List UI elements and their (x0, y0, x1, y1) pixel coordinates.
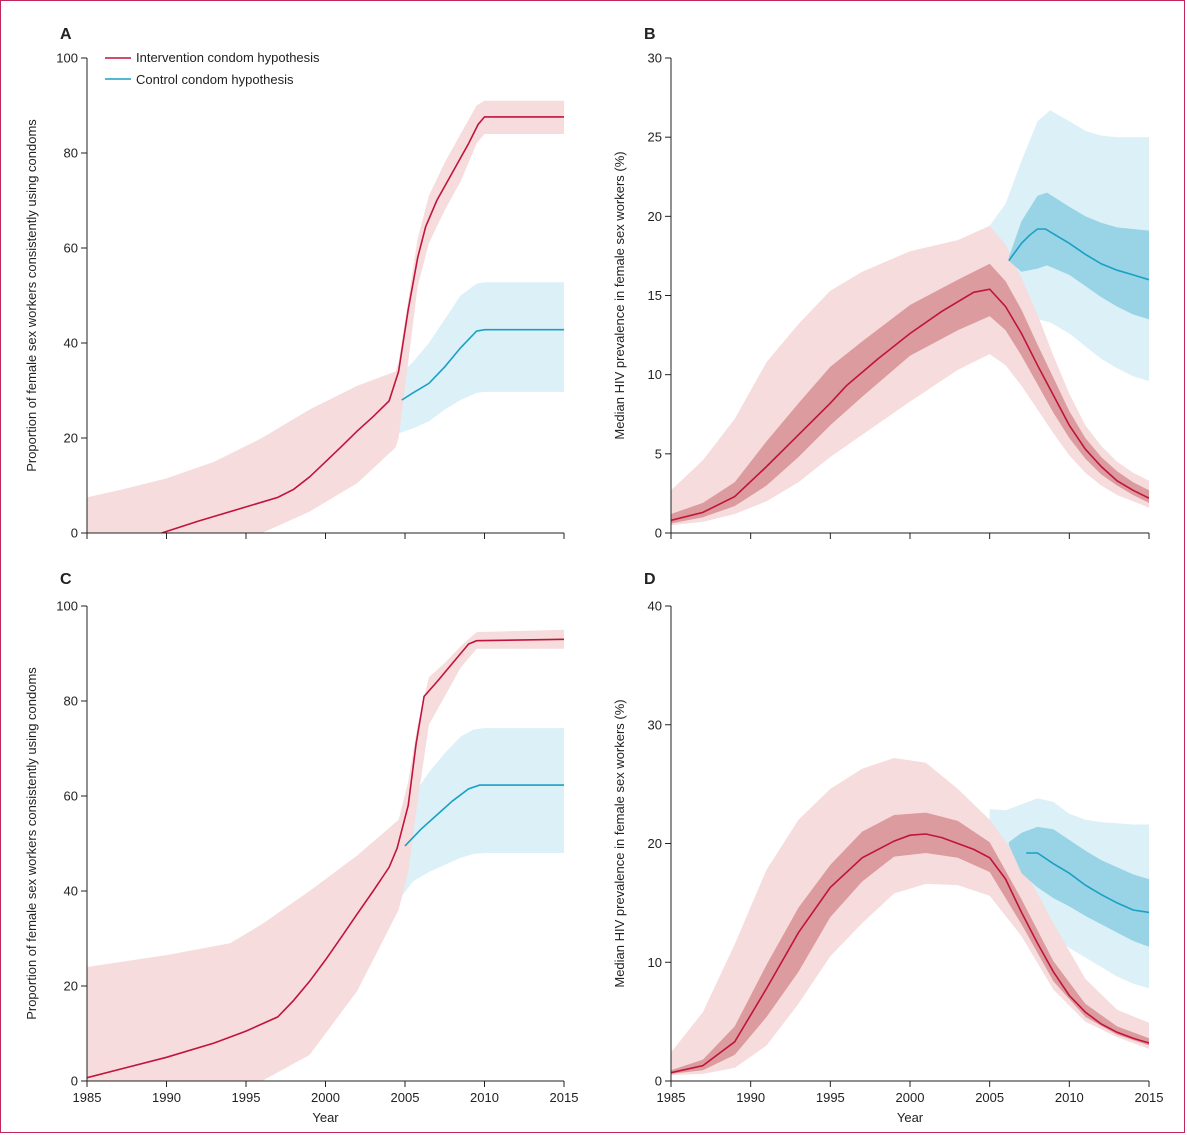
y-tick-label: 60 (64, 789, 78, 804)
control-outer-band (398, 728, 564, 901)
intervention-median-line (671, 833, 1149, 1074)
y-tick-label: 60 (64, 241, 78, 256)
panel-label-c: C (60, 571, 72, 588)
x-tick-label: 1985 (657, 1090, 686, 1105)
panel-label-b: B (644, 26, 656, 43)
x-tick-label: 1990 (152, 1090, 181, 1105)
x-tick-label: 2015 (1135, 1090, 1164, 1105)
control-median-line (1026, 852, 1149, 914)
y-axis-title: Median HIV prevalence in female sex work… (612, 699, 627, 987)
y-tick-label: 0 (71, 1074, 78, 1089)
x-tick-label: 1995 (816, 1090, 845, 1105)
y-tick-label: 10 (648, 955, 662, 970)
panel-c-chart: 0 20 40 60 80 100 1985 1990 1995 2000 2005 2010 2015… (24, 599, 578, 1126)
intervention-median-line (87, 638, 564, 1079)
panel-label-a: A (60, 26, 72, 43)
x-tick-label: 2000 (311, 1090, 340, 1105)
intervention-inner-band (671, 812, 1149, 1074)
y-tick-label: 0 (71, 526, 78, 541)
plot-area (671, 758, 1149, 1076)
x-tick-label: 1985 (73, 1090, 102, 1105)
y-tick-label: 40 (64, 884, 78, 899)
panel-d-chart: 0 10 20 30 40 1985 1990 1995 2000 2005 2010 2015 Med… (612, 599, 1163, 1126)
legend: Intervention condom hypothesis Control c… (105, 50, 320, 87)
y-tick-label: 80 (64, 146, 78, 161)
y-tick-label: 30 (648, 717, 662, 732)
plot-area (87, 100, 564, 533)
x-tick-label: 1995 (232, 1090, 261, 1105)
y-axis-title: Proportion of female sex workers consist… (24, 667, 39, 1020)
intervention-outer-band (87, 629, 564, 1081)
y-tick-label: 5 (655, 446, 662, 461)
plot-area (87, 629, 564, 1081)
y-tick-label: 25 (648, 130, 662, 145)
y-tick-label: 10 (648, 367, 662, 382)
legend-label-control: Control condom hypothesis (136, 72, 294, 87)
y-tick-label: 40 (648, 599, 662, 614)
x-tick-label: 2005 (391, 1090, 420, 1105)
y-tick-label: 100 (56, 51, 78, 66)
panel-label-d: D (644, 571, 656, 588)
x-tick-label: 2005 (975, 1090, 1004, 1105)
y-tick-label: 20 (64, 979, 78, 994)
y-axis-title: Median HIV prevalence in female sex work… (612, 151, 627, 439)
intervention-median-line (671, 288, 1149, 522)
intervention-outer-band (87, 100, 564, 533)
x-tick-label: 2015 (550, 1090, 579, 1105)
y-tick-label: 100 (56, 599, 78, 614)
y-tick-label: 0 (655, 1074, 662, 1089)
intervention-inner-band (671, 263, 1149, 524)
intervention-outer-band (671, 758, 1149, 1076)
panel-b-chart: 0 5 10 15 20 25 30 Median HIV prevalence in fem… (612, 51, 1150, 541)
panel-a-chart: 0 20 40 60 80 100 Proportion of female sex wor… (24, 51, 565, 541)
control-outer-band (398, 282, 564, 434)
y-tick-label: 0 (655, 526, 662, 541)
intervention-median-line (161, 116, 564, 533)
x-tick-label: 1990 (736, 1090, 765, 1105)
plot-area (671, 110, 1149, 526)
control-median-line (404, 784, 564, 847)
y-tick-label: 40 (64, 336, 78, 351)
control-median-line (401, 328, 564, 401)
x-tick-label: 2000 (896, 1090, 925, 1105)
y-tick-label: 80 (64, 694, 78, 709)
x-tick-label: 2010 (470, 1090, 499, 1105)
x-axis-title: Year (897, 1110, 924, 1125)
y-tick-label: 20 (648, 209, 662, 224)
y-tick-label: 30 (648, 51, 662, 66)
control-median-line (1008, 228, 1149, 281)
y-tick-label: 15 (648, 288, 662, 303)
x-axis-title: Year (312, 1110, 339, 1125)
y-tick-label: 20 (64, 431, 78, 446)
y-axis-title: Proportion of female sex workers consist… (24, 119, 39, 472)
x-tick-label: 2010 (1055, 1090, 1084, 1105)
legend-label-intervention: Intervention condom hypothesis (136, 50, 320, 65)
y-tick-label: 20 (648, 836, 662, 851)
control-inner-band (1008, 192, 1149, 320)
